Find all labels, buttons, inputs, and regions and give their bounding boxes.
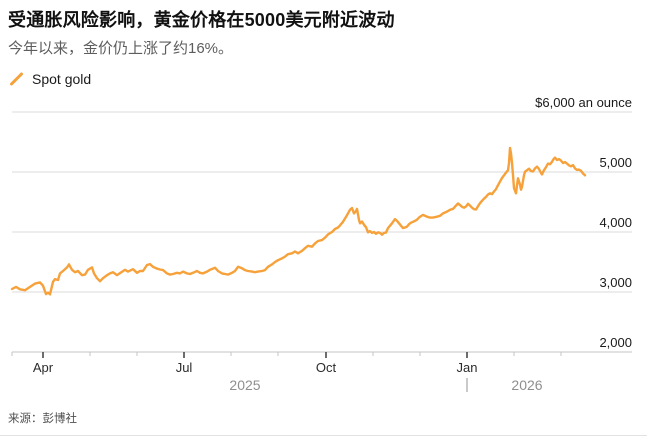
- year-label-2025: 2025: [229, 377, 260, 393]
- legend: Spot gold: [9, 71, 91, 87]
- y-axis-label-4000: 4,000: [599, 215, 632, 230]
- x-axis-label-Apr: Apr: [33, 360, 54, 375]
- spot-gold-line: [10, 146, 587, 296]
- legend-label-spot-gold: Spot gold: [32, 71, 92, 87]
- source-credit: 来源：彭博社: [8, 413, 77, 425]
- page-title: 受通胀风险影响，黄金价格在5000美元附近波动: [8, 10, 395, 30]
- y-axis-label-5000: 5,000: [599, 155, 632, 170]
- y-axis-label-6000: $6,000 an ounce: [535, 95, 632, 110]
- x-axis-label-Jan: Jan: [457, 360, 478, 375]
- x-axis-label-Jul: Jul: [176, 360, 193, 375]
- y-axis-label-2000: 2,000: [599, 335, 632, 350]
- spot-gold-line-marker-icon: [10, 72, 23, 86]
- year-label-2026: 2026: [511, 377, 542, 393]
- y-axis-label-3000: 3,000: [599, 275, 632, 290]
- x-axis-label-Oct: Oct: [316, 360, 337, 375]
- chart-subtitle: 今年以来，金价仍上涨了约16%。: [8, 40, 234, 57]
